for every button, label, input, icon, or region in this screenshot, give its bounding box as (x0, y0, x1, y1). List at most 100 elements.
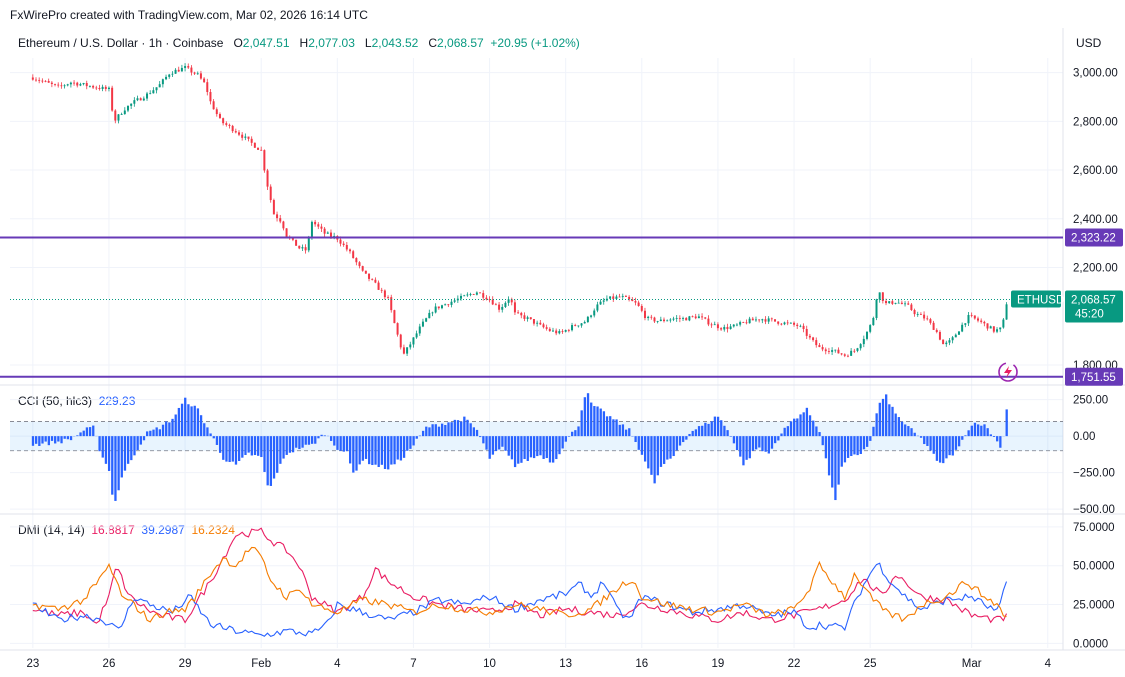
cci-bar (171, 418, 174, 437)
cci-bar (951, 436, 954, 456)
cci-bar (697, 426, 701, 437)
cci-bar (323, 435, 326, 437)
candle-body (935, 329, 938, 332)
candle-body (618, 296, 621, 298)
cci-bar (678, 436, 682, 446)
cci-bar (618, 424, 621, 437)
grid-lines (10, 58, 1063, 648)
candle-body (380, 289, 383, 291)
horizontal-levels[interactable] (0, 236, 1063, 378)
candle-body (789, 322, 792, 324)
candle-body (967, 314, 970, 324)
candle-body (929, 319, 932, 323)
cci-bar (177, 407, 181, 437)
cci-bar (945, 436, 948, 459)
candle-body (218, 114, 221, 119)
cci-bar (57, 436, 60, 442)
candle-body (510, 299, 513, 303)
x-tick-label: 22 (788, 658, 801, 670)
candle-body (98, 87, 101, 90)
candle-body (888, 301, 891, 304)
cci-bar (361, 436, 364, 461)
cci-bar (406, 436, 409, 451)
cci-bar (466, 419, 469, 437)
cci-bar (980, 425, 983, 437)
cci-bar (513, 436, 517, 468)
cci-bar (387, 436, 390, 470)
candle-body (1002, 319, 1005, 328)
cci-bar (218, 436, 222, 453)
candle-body (301, 247, 304, 249)
cci-bar (317, 436, 320, 439)
flash-icon[interactable] (998, 362, 1018, 382)
x-tick-label: 25 (864, 658, 877, 670)
candle-body (402, 347, 405, 354)
candle-body (748, 318, 751, 324)
currency-button[interactable]: USD (1076, 36, 1102, 50)
cci-y-tick: −250.00 (1073, 468, 1115, 480)
candle-body (47, 80, 50, 83)
cci-bar (276, 436, 279, 473)
x-tick-label: 4 (334, 658, 341, 670)
cci-bar (827, 436, 831, 476)
cci-bar (428, 427, 431, 437)
candle-body (79, 84, 82, 86)
cci-bar (761, 436, 764, 452)
cci-bar (992, 436, 996, 438)
low-value: 2,043.52 (371, 36, 419, 50)
candle-body (612, 296, 615, 299)
cci-bar (713, 416, 717, 437)
candle-body (241, 134, 244, 138)
cci-bar (923, 436, 926, 445)
cci-bar (862, 436, 866, 450)
candle-body (624, 295, 627, 297)
cci-bar (279, 436, 282, 464)
cci-bar (418, 435, 422, 437)
cci-bar (282, 436, 285, 459)
cci-bar (415, 436, 418, 439)
candle-body (923, 314, 926, 319)
candle-body (596, 304, 599, 311)
cci-bar (875, 413, 878, 437)
candle-body (961, 324, 964, 332)
cci-bar (726, 430, 729, 437)
candle-body (666, 320, 669, 322)
candle-body (536, 322, 539, 324)
cci-bar (961, 436, 964, 440)
cci-bar (555, 436, 558, 460)
close-label: C (428, 36, 438, 50)
cci-bar (786, 426, 789, 437)
candle-body (605, 298, 608, 301)
candle-body (913, 310, 916, 315)
level-price-text: 2,323.22 (1071, 232, 1116, 244)
candle-body (675, 318, 678, 319)
candle-body (697, 316, 700, 319)
cci-bar (149, 430, 152, 437)
candle-body (209, 92, 212, 102)
candle-body (973, 315, 976, 319)
candle-body (799, 325, 802, 327)
candle-body (95, 87, 98, 89)
cci-bar (669, 436, 672, 459)
cci-bar (536, 436, 539, 457)
cci-bar (193, 405, 196, 437)
candle-body (406, 347, 409, 354)
candle-body (60, 85, 63, 87)
cci-bar (88, 427, 92, 437)
cci-bar (180, 403, 184, 437)
symbol-tag (1011, 290, 1061, 308)
candle-body (114, 110, 117, 121)
cci-bar (380, 436, 384, 465)
cci-bar (539, 436, 542, 456)
candle-body (758, 319, 761, 321)
candle-body (583, 322, 586, 324)
candle-body (475, 292, 478, 295)
cci-bar (904, 424, 907, 437)
level-price-tag (1065, 228, 1123, 247)
symbol-title: Ethereum / U.S. Dollar · 1h · Coinbase (18, 36, 224, 50)
cci-bar (98, 436, 101, 452)
cci-bar (295, 436, 298, 448)
cci-bar (720, 420, 723, 437)
candle-body (374, 279, 377, 283)
